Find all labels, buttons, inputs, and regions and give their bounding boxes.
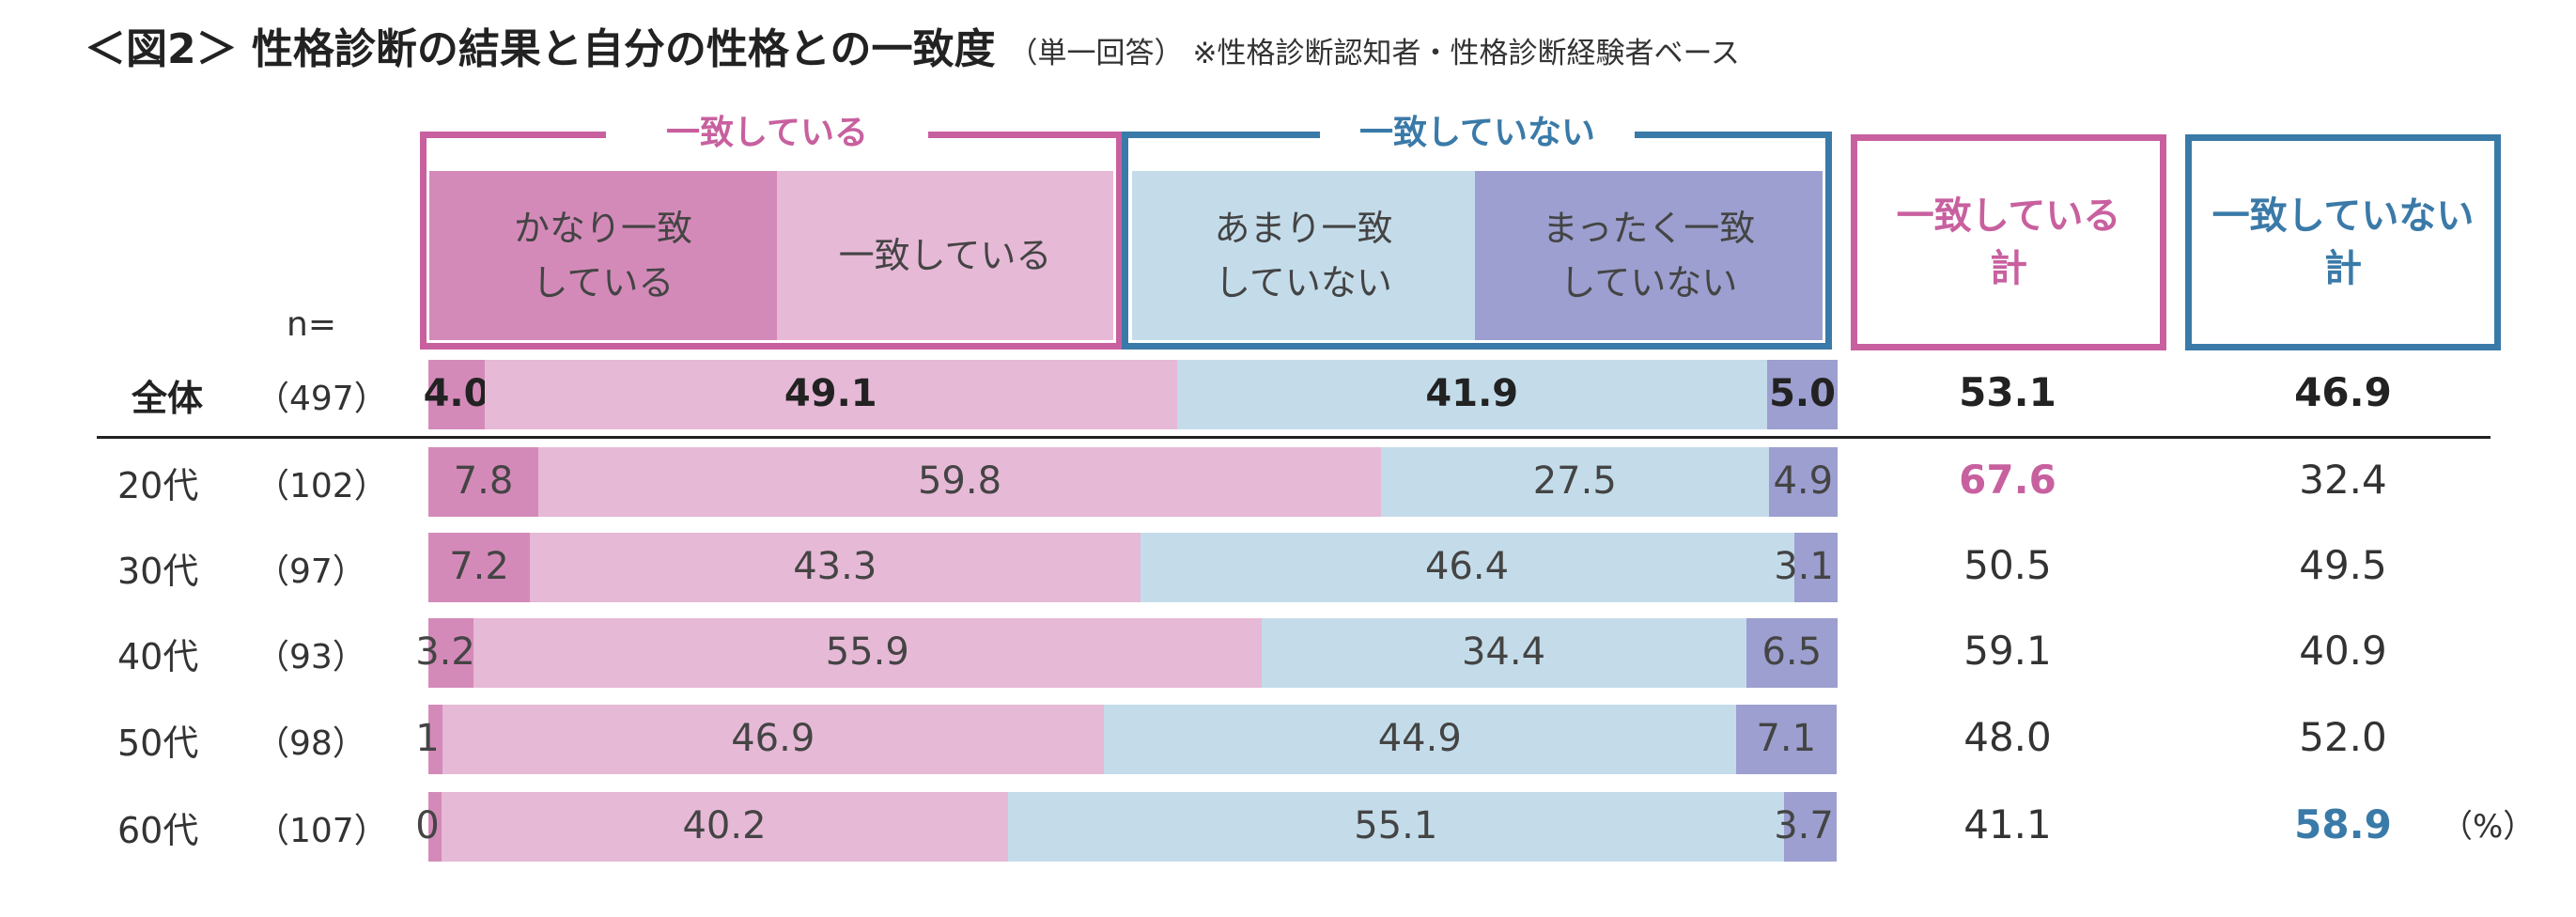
bar-segment-not-at-all <box>1767 360 1838 429</box>
bar-label-very-match: 3.2 <box>415 630 475 674</box>
unit-label: （%） <box>2441 808 2536 846</box>
nomatch-group-frame <box>1122 132 1832 350</box>
total-match-value: 67.6 <box>1959 457 2056 503</box>
bar-segment-very-match <box>428 792 442 862</box>
row-label: 60代 <box>117 810 199 851</box>
bar-label-not-much: 55.1 <box>1354 804 1438 847</box>
bar-label-not-at-all: 6.5 <box>1761 630 1823 674</box>
bar-label-not-much: 46.4 <box>1424 545 1510 588</box>
total-match-value: 59.1 <box>1963 628 2052 674</box>
total-nomatch-value: 32.4 <box>2299 457 2387 503</box>
total-nomatch-header: 一致していない 計 <box>2185 134 2501 350</box>
bar-label-not-at-all: 3.1 <box>1774 545 1834 588</box>
bar-label-match: 55.9 <box>825 630 909 674</box>
bar-segment-very-match <box>428 360 485 429</box>
bar-segment-match <box>530 533 1141 602</box>
bar-segment-not-at-all <box>1736 705 1837 774</box>
bar-label-very-match: 7.8 <box>453 459 514 503</box>
bar-segment-not-much <box>1007 792 1784 862</box>
bar-label-not-at-all: 7.1 <box>1756 717 1817 760</box>
total-match-value: 41.1 <box>1963 801 2052 847</box>
row-n: （102） <box>256 467 388 505</box>
bar-label-not-at-all: 4.9 <box>1773 459 1834 503</box>
n-label: n= <box>287 305 336 344</box>
total-match-value: 50.5 <box>1963 542 2052 588</box>
chart-title: ＜図2＞ 性格診断の結果と自分の性格との一致度 （単一回答） ※性格診断認知者・性格… <box>85 15 1740 81</box>
row-label: 20代 <box>117 465 199 506</box>
total-nomatch-value: 46.9 <box>2294 369 2392 415</box>
match-group-label: 一致している <box>666 114 868 152</box>
bar-segment-very-match <box>428 533 530 602</box>
row-n: （497） <box>256 380 388 418</box>
bar-segment-match <box>473 618 1262 688</box>
bar-label-match: 46.9 <box>731 717 815 760</box>
match-group-frame <box>420 132 1123 350</box>
bar-label-not-at-all: 5.0 <box>1769 372 1836 415</box>
bar-segment-not-much <box>1103 705 1736 774</box>
row-label: 40代 <box>117 636 199 677</box>
header-match: 一致している <box>777 171 1113 340</box>
header-not-much: あまり一致 していない <box>1132 171 1475 340</box>
bar-segment-not-much <box>1381 447 1769 517</box>
row-n: （107） <box>256 812 388 850</box>
title-main: ＜図2＞ 性格診断の結果と自分の性格との一致度 <box>85 25 996 73</box>
bar-label-match: 49.1 <box>784 372 877 415</box>
bar-segment-very-match <box>428 705 442 774</box>
total-nomatch-value: 52.0 <box>2299 714 2387 760</box>
total-match-value: 53.1 <box>1959 369 2056 415</box>
row-label: 30代 <box>117 551 199 592</box>
bar-label-match: 59.8 <box>917 459 1002 503</box>
header-not-at-all: まったく一致 していない <box>1475 171 1823 340</box>
bar-segment-match <box>485 360 1177 429</box>
bar-segment-match <box>442 705 1104 774</box>
nomatch-frame-top-right <box>1635 132 1832 138</box>
title-sub: （単一回答） <box>1008 37 1184 70</box>
bar-segment-very-match <box>428 447 538 517</box>
bar-label-match: 40.2 <box>682 804 767 847</box>
total-match-header: 一致している 計 <box>1851 134 2166 350</box>
bar-label-not-much: 41.9 <box>1425 372 1519 415</box>
bar-segment-not-much <box>1176 360 1767 429</box>
nomatch-frame-top-left <box>1122 132 1320 138</box>
title-note: ※性格診断認知者・性格診断経験者ベース <box>1192 37 1740 70</box>
bar-label-very-match: 7.2 <box>449 545 509 588</box>
row-label: 50代 <box>117 723 199 764</box>
total-match-value: 48.0 <box>1963 714 2052 760</box>
bar-label-not-much: 27.5 <box>1532 459 1617 503</box>
bar-label-match: 43.3 <box>793 545 877 588</box>
bar-segment-not-much <box>1140 533 1794 602</box>
bar-label-not-at-all: 3.7 <box>1774 804 1834 847</box>
total-nomatch-value: 49.5 <box>2299 542 2387 588</box>
header-very-match: かなり一致 している <box>429 171 777 340</box>
row-n: （93） <box>256 638 366 676</box>
match-frame-top-right <box>928 132 1123 138</box>
bar-label-very-match: 4.0 <box>423 372 490 415</box>
bar-segment-not-at-all <box>1768 447 1838 517</box>
total-nomatch-value: 40.9 <box>2299 628 2387 674</box>
divider-line <box>97 436 2491 439</box>
bar-segment-match <box>538 447 1381 517</box>
nomatch-group-label: 一致していない <box>1359 114 1595 152</box>
bar-segment-not-at-all <box>1784 792 1837 862</box>
bar-segment-very-match <box>428 618 473 688</box>
total-nomatch-value: 58.9 <box>2294 801 2392 847</box>
bar-label-not-much: 44.9 <box>1377 717 1462 760</box>
bar-segment-not-at-all <box>1793 533 1838 602</box>
bar-segment-match <box>441 792 1008 862</box>
row-n: （98） <box>256 724 366 763</box>
bar-segment-not-at-all <box>1746 618 1838 688</box>
bar-segment-not-much <box>1261 618 1746 688</box>
row-label: 全体 <box>132 378 204 419</box>
row-n: （97） <box>256 552 366 591</box>
match-frame-top-left <box>420 132 606 138</box>
bar-label-not-much: 34.4 <box>1461 630 1546 674</box>
